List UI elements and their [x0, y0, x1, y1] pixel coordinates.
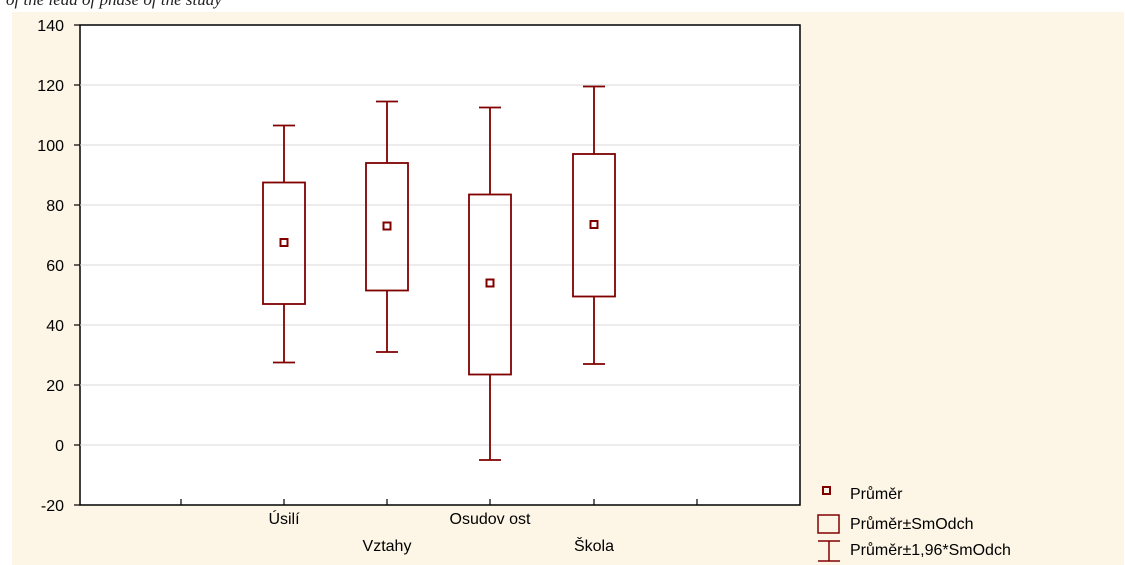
sd-box — [572, 153, 616, 298]
x-category-label: Osudov ost — [450, 511, 531, 528]
mean-marker — [279, 238, 289, 247]
legend-whisker-marker — [818, 540, 840, 562]
mean-marker — [485, 278, 495, 288]
mean-marker — [382, 221, 392, 231]
y-tick-label: -20 — [41, 498, 64, 515]
y-tick-label: 60 — [46, 258, 64, 275]
legend-whisker-label: Průměr±1,96*SmOdch — [850, 541, 1011, 559]
legend-sd-marker — [817, 514, 840, 534]
y-tick-label: 80 — [46, 198, 64, 215]
grid-layer — [80, 84, 800, 446]
x-category-label: Úsilí — [268, 509, 300, 528]
y-tick-label: 120 — [37, 78, 64, 95]
sd-box — [468, 193, 512, 376]
series-layer — [262, 85, 616, 461]
x-category-label: Škola — [574, 536, 614, 555]
legend: Průměr Průměr±SmOdch Průměr±1,96*SmOdch — [817, 485, 1011, 562]
x-category-label: Vztahy — [363, 538, 412, 555]
y-tick-label: 100 — [37, 138, 64, 155]
legend-mean-marker — [822, 486, 831, 495]
sd-box — [262, 181, 306, 305]
y-tick-label: 40 — [46, 318, 64, 335]
sd-box — [365, 162, 409, 292]
axis-layer: -20 0 20 40 60 80 100 120 140 Úsilí Vztahy Osudov o… — [37, 18, 698, 555]
y-tick-label: 0 — [55, 438, 64, 455]
caption-fragment: of the lead of phase of the study — [0, 0, 460, 10]
mean-marker — [589, 220, 599, 229]
legend-sd-label: Průměr±SmOdch — [850, 515, 973, 533]
caption-text: of the lead of phase of the study — [6, 0, 222, 10]
y-tick-label: 20 — [46, 378, 64, 395]
y-tick-label: 140 — [37, 18, 64, 35]
legend-mean-label: Průměr — [850, 485, 903, 503]
